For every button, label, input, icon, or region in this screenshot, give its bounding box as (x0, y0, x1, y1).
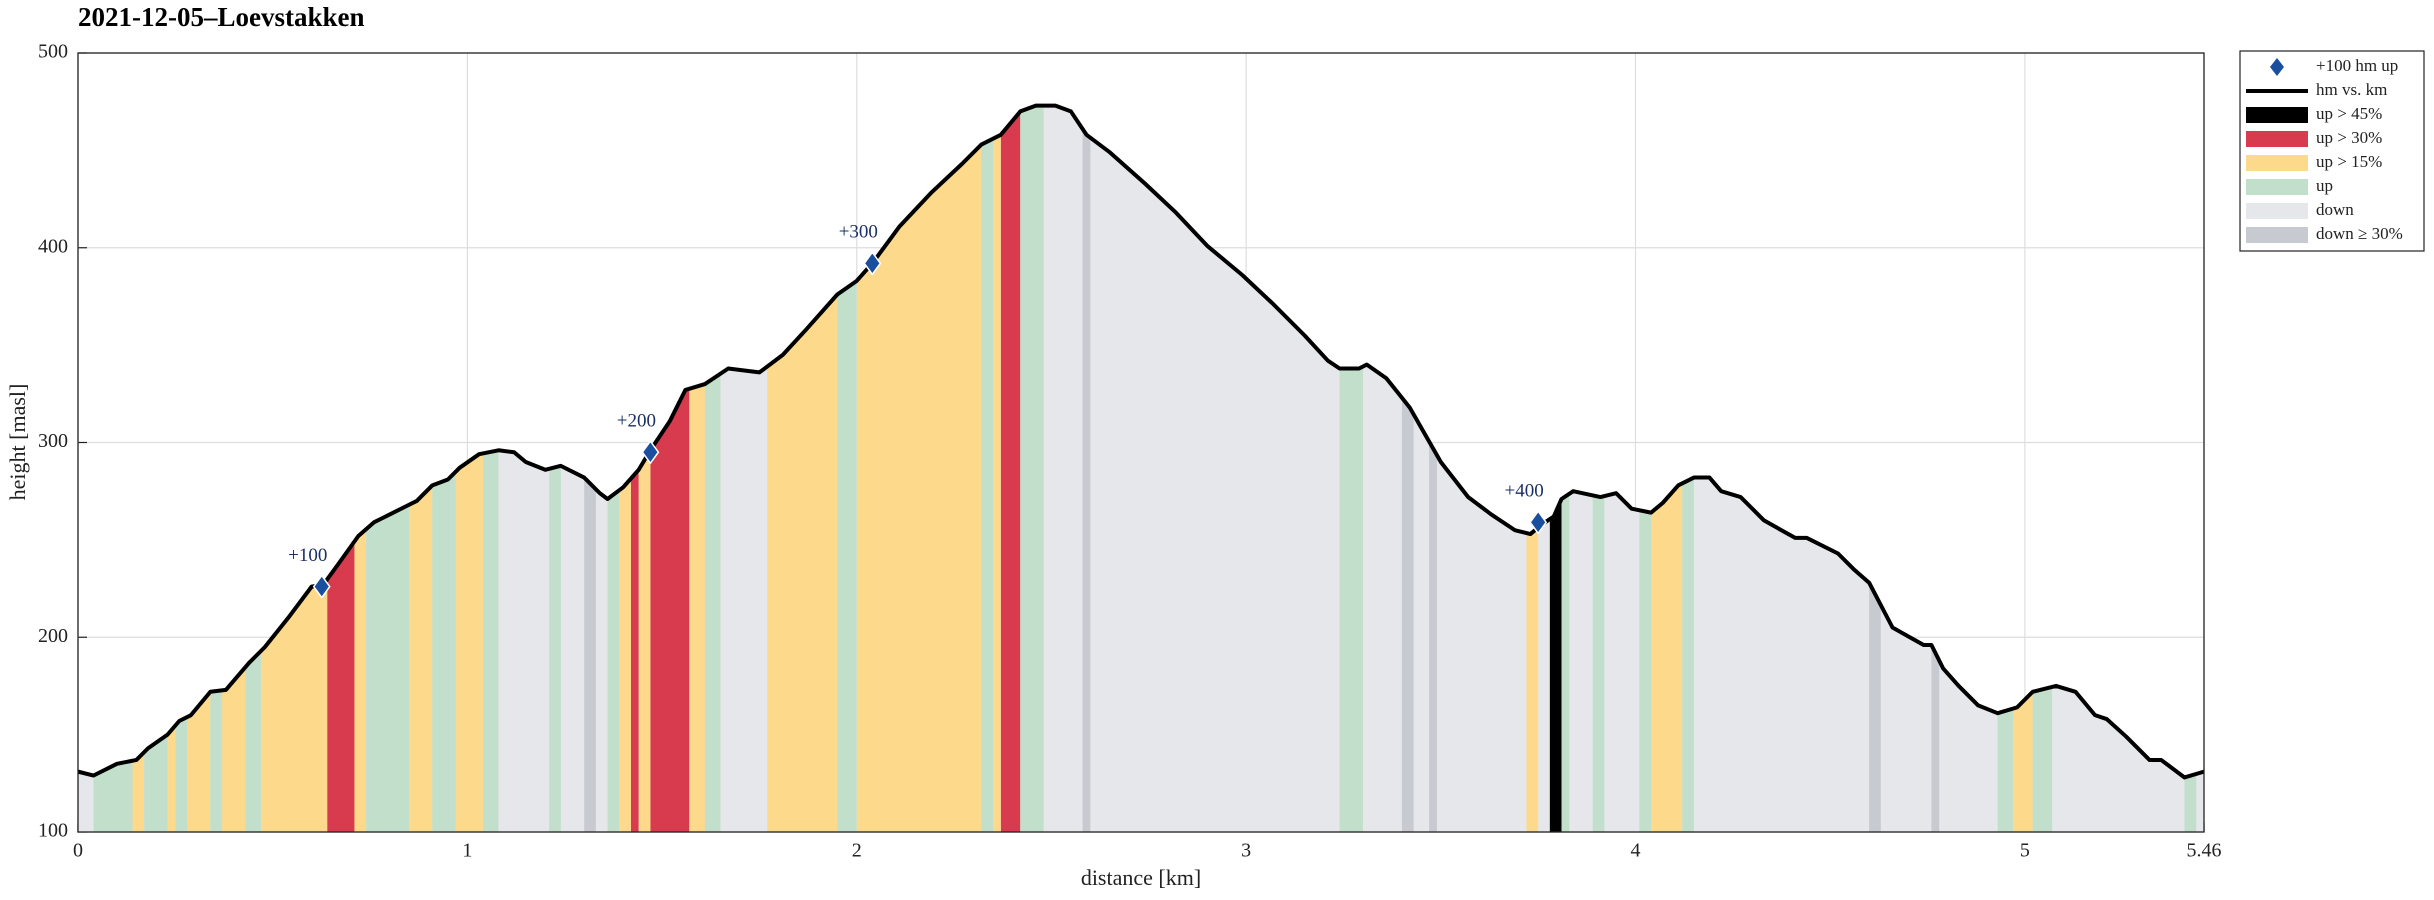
legend-swatch (2246, 155, 2308, 171)
grade-band (1339, 105, 1363, 832)
legend-label: +100 hm up (2316, 56, 2398, 75)
x-tick-label: 4 (1631, 840, 1641, 862)
y-tick-label: 200 (38, 625, 68, 647)
chart-title: 2021-12-05–Loevstakken (78, 2, 365, 32)
grade-band (1000, 105, 1021, 832)
x-tick-label: 0 (73, 840, 83, 862)
grade-band (689, 105, 705, 832)
x-tick-label: 5.46 (2187, 840, 2222, 862)
y-tick-label: 300 (38, 430, 68, 452)
marker-label: +400 (1505, 481, 1544, 502)
marker (312, 574, 331, 599)
marker (641, 439, 660, 465)
grade-band (1429, 105, 1437, 832)
legend-label: up (2316, 176, 2333, 195)
y-axis-label: height [masl] (5, 384, 30, 501)
legend-label: up > 30% (2316, 128, 2382, 147)
grade-band (981, 105, 994, 832)
profile-line (77, 103, 2205, 780)
legend-swatch (2246, 131, 2308, 147)
axes-box (77, 52, 2205, 833)
legend-marker (2270, 58, 2284, 76)
grade-band (1020, 105, 1044, 832)
grade-band (993, 105, 1001, 832)
legend-swatch (2246, 227, 2308, 243)
marker-label: +200 (617, 411, 656, 432)
marker-label: +300 (839, 222, 878, 243)
marker (863, 251, 882, 276)
y-tick-label: 500 (38, 41, 68, 63)
marker (1529, 510, 1548, 535)
legend-label: hm vs. km (2316, 80, 2387, 99)
x-tick-label: 3 (1241, 840, 1251, 862)
legend-swatch (2246, 203, 2308, 219)
y-tick-label: 100 (38, 820, 68, 842)
legend-label: up > 45% (2316, 104, 2382, 123)
x-tick-label: 1 (462, 840, 472, 862)
legend-swatch (2246, 179, 2308, 195)
marker-label: +100 (288, 545, 327, 566)
grade-band (767, 105, 838, 832)
grade-band (1082, 105, 1091, 832)
y-tick-label: 400 (38, 235, 68, 257)
legend-label: down (2316, 200, 2354, 219)
grade-band (837, 105, 857, 832)
legend-swatch (2246, 107, 2308, 123)
grade-band (638, 105, 651, 832)
x-axis-label: distance [km] (1081, 865, 1201, 890)
x-tick-label: 2 (852, 840, 862, 862)
grade-band (1401, 105, 1414, 832)
legend-label: up > 15% (2316, 152, 2382, 171)
x-tick-label: 5 (2020, 840, 2030, 862)
grade-band (704, 105, 721, 832)
grade-band (856, 105, 982, 832)
legend-label: down ≥ 30% (2316, 224, 2403, 243)
